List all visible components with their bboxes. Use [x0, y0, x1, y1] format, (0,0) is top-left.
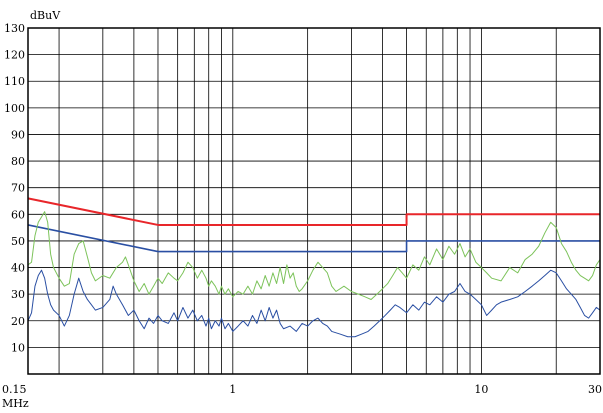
series-line-3: [27, 211, 601, 300]
series-line-1: [27, 197, 600, 226]
plot-frame: [27, 27, 601, 375]
series-line-2: [27, 224, 600, 253]
x-tick-label: 30: [588, 383, 602, 396]
y-tick-label: 10: [11, 341, 25, 354]
y-tick-label: 50: [11, 235, 25, 248]
y-axis-unit-label: dBuV: [30, 9, 61, 22]
y-tick-label: 30: [11, 288, 25, 301]
y-tick-label: 70: [11, 182, 25, 195]
x-tick-label: 10: [474, 383, 488, 396]
x-tick-label: 1: [229, 383, 236, 396]
y-tick-label: 110: [4, 75, 25, 88]
x-tick-labels: 0.15 1 10 30: [2, 383, 602, 396]
x-axis-unit-label: MHz: [2, 397, 29, 410]
grid: [28, 28, 600, 374]
y-tick-label: 130: [4, 22, 25, 35]
y-tick-label: 60: [11, 208, 25, 221]
y-tick-label: 80: [11, 155, 25, 168]
plot-background: [28, 28, 600, 374]
y-tick-label: 90: [11, 128, 25, 141]
y-tick-label: 120: [4, 49, 25, 62]
y-tick-labels: 10 20 30 40 50 60 70 80 90 100 110 120 130: [4, 22, 25, 354]
y-tick-label: 40: [11, 262, 25, 275]
y-tick-label: 20: [11, 315, 25, 328]
series-line-4: [27, 269, 601, 338]
y-tick-label: 100: [4, 102, 25, 115]
x-tick-label: 0.15: [2, 383, 27, 396]
series-layer: [27, 197, 601, 338]
